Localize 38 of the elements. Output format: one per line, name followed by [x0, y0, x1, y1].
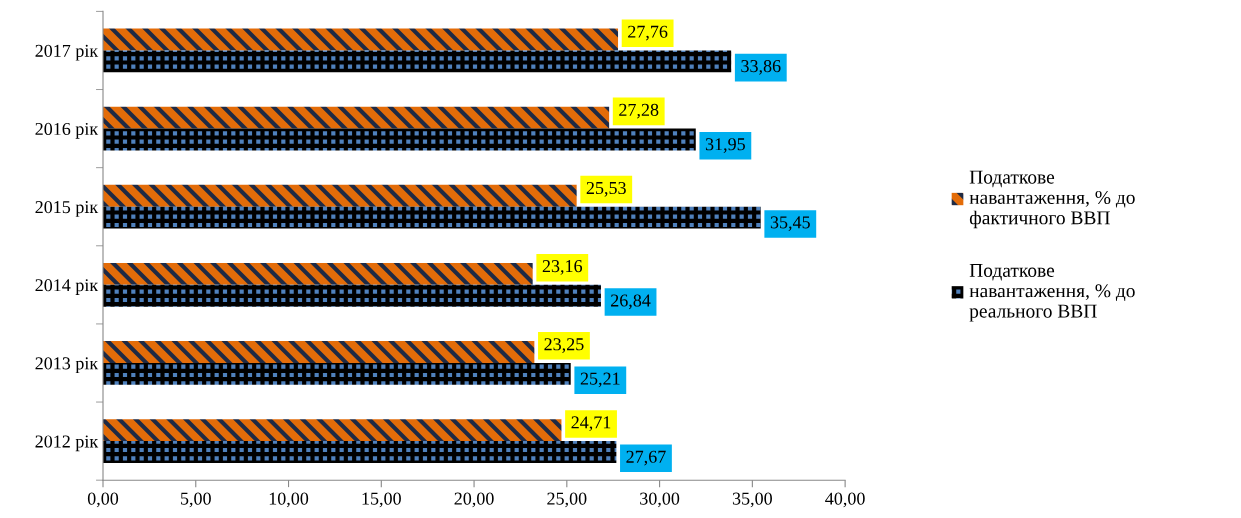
data-label: 25,53 — [586, 181, 626, 197]
x-tick-label: 20,00 — [454, 492, 494, 508]
bar — [103, 284, 601, 307]
y-tick-label: 2015 рік — [35, 200, 99, 217]
bar — [103, 128, 696, 151]
data-label: 26,84 — [611, 294, 651, 310]
bar — [103, 262, 533, 285]
bar — [103, 362, 571, 385]
data-label: 25,21 — [580, 372, 620, 388]
data-label: 23,16 — [542, 260, 583, 275]
x-tick-label: 40,00 — [825, 492, 865, 508]
data-label: 23,25 — [544, 338, 584, 353]
y-tick-label: 2012 рік — [35, 435, 99, 452]
legend-label: Податкове навантаження, % до реального ВВП — [969, 264, 1135, 322]
x-tick-label: 10,00 — [269, 492, 309, 508]
data-label: 24,71 — [571, 416, 611, 432]
y-tick-label: 2014 рік — [35, 279, 99, 295]
data-label: 27,76 — [628, 25, 668, 41]
data-label: 33,86 — [741, 59, 781, 75]
x-tick-label: 0,00 — [87, 492, 119, 508]
x-tick-label: 5,00 — [181, 492, 211, 508]
data-label: 35,45 — [770, 216, 810, 232]
data-label: 27,67 — [626, 450, 666, 466]
bar — [103, 184, 577, 207]
bar — [103, 419, 562, 442]
bar — [103, 441, 617, 463]
x-tick-label: 15,00 — [362, 492, 401, 508]
legend-label: Податкове навантаження, % до фактичного ВВП — [969, 170, 1135, 229]
x-tick-label: 30,00 — [640, 492, 680, 508]
x-tick-label: 35,00 — [732, 492, 772, 508]
y-tick-label: 2017 рік — [35, 44, 99, 61]
data-label: 27,28 — [619, 103, 659, 119]
y-tick-label: 2013 рік — [35, 357, 99, 374]
bar — [103, 206, 761, 229]
bar — [103, 341, 535, 363]
x-tick-label: 25,00 — [547, 492, 587, 508]
y-tick-label: 2016 рік — [35, 122, 99, 139]
data-label: 31,95 — [705, 138, 745, 153]
